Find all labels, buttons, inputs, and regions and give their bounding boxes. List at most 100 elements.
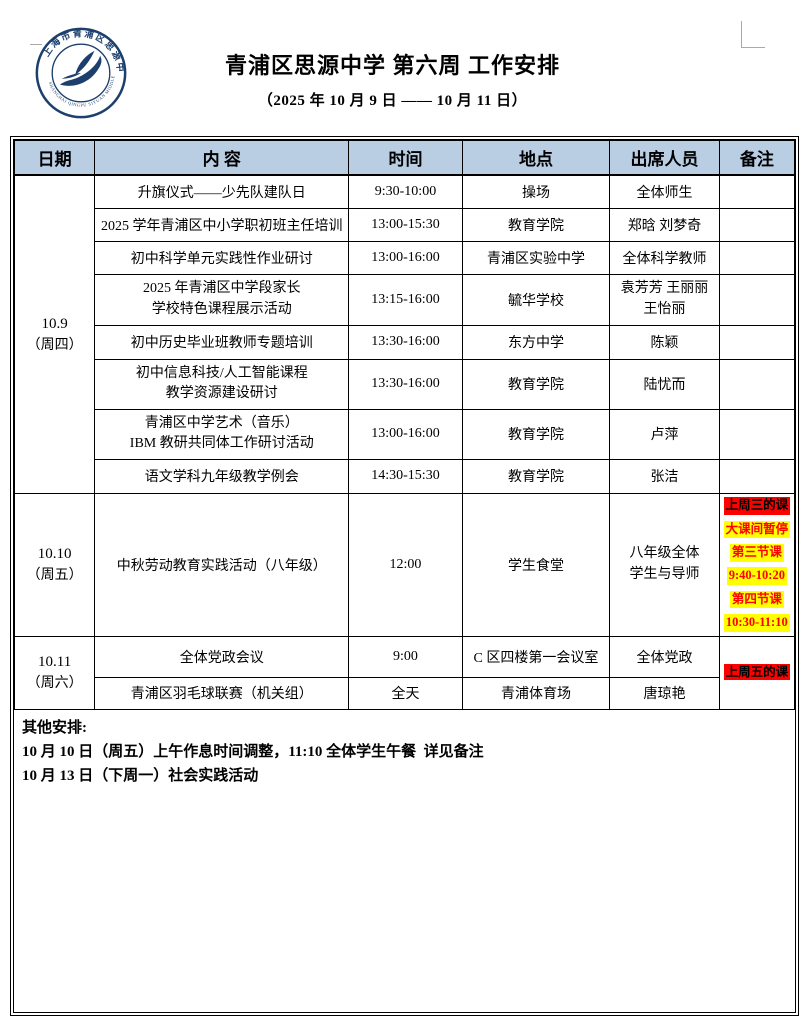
date-cell-10-9: 10.9 （周四） [13,174,96,494]
remark-highlight: 第四节课 [729,590,784,609]
weekday-label: （周五） [26,568,83,584]
remark-cell-highlighted: 上周三的课 大课间暂停 第三节课 9:40-10:20 第四节课 10:30-1… [718,492,796,637]
place-cell: 东方中学 [461,324,611,360]
table-row: 初中科学单元实践性作业研讨 13:00-16:00 青浦区实验中学 全体科学教师 [15,240,796,275]
content-cell: 初中科学单元实践性作业研讨 [94,240,350,275]
date-label: 10.9 [41,315,68,332]
attendees-cell: 八年级全体 学生与导师 [609,492,720,637]
place-cell: 学生食堂 [461,492,611,637]
attendees-cell: 全体党政 [609,635,720,678]
time-cell: 12:00 [348,492,463,637]
attendees-cell: 张洁 [609,458,720,494]
remark-cell-empty [718,273,796,326]
remark-cell-empty [718,174,796,209]
date-cell-10-11: 10.11 （周六） [13,635,96,710]
time-cell: 9:30-10:00 [348,174,463,209]
time-cell: 13:00-16:00 [348,408,463,460]
weekday-label: （周四） [26,338,83,353]
remark-cell-empty [718,324,796,360]
content-cell: 青浦区羽毛球联赛（机关组） [94,676,350,710]
time-cell: 全天 [348,676,463,710]
attendees-cell: 袁芳芳 王丽丽 王怡丽 [609,273,720,326]
content-cell: 全体党政会议 [94,635,350,678]
content-cell: 初中信息科技/人工智能课程 教学资源建设研讨 [94,358,350,410]
other-arrangements-line: 10 月 10 日（周五）上午作息时间调整，11:10 全体学生午餐 详见备注 [22,743,484,760]
logo-bird-swoosh-icon [59,50,102,86]
time-cell: 14:30-15:30 [348,458,463,494]
table-row: 10.10 （周五） 中秋劳动教育实践活动（八年级） 12:00 学生食堂 八年… [13,492,796,637]
content-cell: 青浦区中学艺术（音乐） IBM 教研共同体工作研讨活动 [94,408,350,460]
attendees-cell: 全体科学教师 [609,240,720,275]
place-cell: 教育学院 [461,408,611,460]
table-row: 初中信息科技/人工智能课程 教学资源建设研讨 13:30-16:00 教育学院 … [15,358,796,410]
attendees-cell: 卢萍 [609,408,720,460]
content-cell: 2025 学年青浦区中小学职初班主任培训 [94,207,350,242]
time-cell: 13:15-16:00 [348,273,463,326]
time-cell: 9:00 [348,635,463,678]
remark-highlight: 10:30-11:10 [723,613,790,632]
remark-highlight: 9:40-10:20 [726,567,787,585]
remark-cell-empty [718,358,796,410]
table-row: 青浦区中学艺术（音乐） IBM 教研共同体工作研讨活动 13:00-16:00 … [15,408,796,460]
place-cell: 教育学院 [461,458,611,494]
other-arrangements-heading: 其他安排: [22,719,87,736]
schedule-table: 日期 内 容 时间 地点 出席人员 备注 10.9 （周四） 升旗仪式——少先队… [13,140,796,710]
place-cell: C 区四楼第一会议室 [461,635,611,678]
school-logo: 上海市青浦区思源中学 SHANGHAI QINGPU SIYUAN MIDDLE… [27,16,129,121]
remark-cell-empty [718,240,796,275]
remark-highlight: 上周三的课 [723,497,791,515]
remark-highlight-stack: 上周三的课 大课间暂停 第三节课 9:40-10:20 第四节课 10:30-1… [722,495,792,635]
remark-cell-highlighted: 上周五的课 [718,635,796,710]
page-corner-mark-top-right [741,21,765,48]
time-cell: 13:30-16:00 [348,358,463,410]
content-cell: 升旗仪式——少先队建队日 [94,174,350,209]
col-header-remark: 备注 [718,140,796,176]
content-cell: 初中历史毕业班教师专题培训 [94,324,350,360]
remark-highlight: 第三节课 [729,544,784,562]
attendees-cell: 全体师生 [609,174,720,209]
schedule-frame: 日期 内 容 时间 地点 出席人员 备注 10.9 （周四） 升旗仪式——少先队… [10,136,799,1016]
attendees-cell: 陈颖 [609,324,720,360]
date-cell-10-10: 10.10 （周五） [13,492,96,637]
other-arrangements-section: 其他安排: 10 月 10 日（周五）上午作息时间调整，11:10 全体学生午餐… [14,710,795,788]
date-label: 10.10 [37,545,72,562]
remark-cell-empty [718,408,796,460]
remark-cell-empty [718,207,796,242]
place-cell: 毓华学校 [461,273,611,326]
time-cell: 13:30-16:00 [348,324,463,360]
time-cell: 13:00-15:30 [348,207,463,242]
place-cell: 青浦区实验中学 [461,240,611,275]
col-header-place: 地点 [461,140,611,176]
place-cell: 青浦体育场 [461,676,611,710]
place-cell: 教育学院 [461,358,611,410]
col-header-date: 日期 [13,140,96,176]
remark-highlight: 上周五的课 [723,663,791,680]
school-seal-icon: 上海市青浦区思源中学 SHANGHAI QINGPU SIYUAN MIDDLE… [27,16,127,119]
table-row: 2025 学年青浦区中小学职初班主任培训 13:00-15:30 教育学院 郑晗… [15,207,796,242]
attendees-cell: 唐琼艳 [609,676,720,710]
time-cell: 13:00-16:00 [348,240,463,275]
other-arrangements-line: 10 月 13 日（下周一）社会实践活动 [22,767,259,784]
page-corner-mark-top-left [30,44,42,45]
table-row: 初中历史毕业班教师专题培训 13:30-16:00 东方中学 陈颖 [15,324,796,360]
remark-highlight: 大课间暂停 [723,520,791,539]
page-title: 青浦区思源中学 第六周 工作安排 [224,53,560,78]
content-cell: 语文学科九年级教学例会 [94,458,350,494]
table-header-row: 日期 内 容 时间 地点 出席人员 备注 [13,140,796,176]
page-subtitle: （2025 年 10 月 9 日 —— 10 月 11 日） [257,93,528,109]
col-header-time: 时间 [348,140,463,176]
remark-cell-empty [718,458,796,494]
table-row: 10.9 （周四） 升旗仪式——少先队建队日 9:30-10:00 操场 全体师… [13,174,796,494]
attendees-cell: 郑晗 刘梦奇 [609,207,720,242]
date-label: 10.11 [38,653,72,670]
table-row: 10.11 （周六） 全体党政会议 9:00 C 区四楼第一会议室 全体党政 上… [13,635,796,710]
place-cell: 教育学院 [461,207,611,242]
weekday-label: （周六） [26,676,83,692]
content-cell: 2025 年青浦区中学段家长 学校特色课程展示活动 [94,273,350,326]
col-header-content: 内 容 [94,140,350,176]
col-header-attendees: 出席人员 [609,140,720,176]
table-row: 2025 年青浦区中学段家长 学校特色课程展示活动 13:15-16:00 毓华… [15,273,796,326]
table-row: 语文学科九年级教学例会 14:30-15:30 教育学院 张洁 [15,458,796,494]
content-cell: 中秋劳动教育实践活动（八年级） [94,492,350,637]
table-row: 青浦区羽毛球联赛（机关组） 全天 青浦体育场 唐琼艳 [15,676,795,710]
